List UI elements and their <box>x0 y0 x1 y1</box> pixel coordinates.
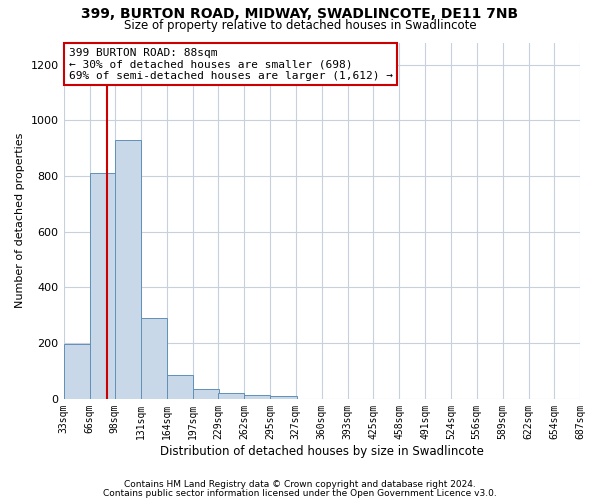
Bar <box>167 375 193 399</box>
Bar <box>64 344 89 399</box>
Bar <box>193 389 219 399</box>
X-axis label: Distribution of detached houses by size in Swadlincote: Distribution of detached houses by size … <box>160 444 484 458</box>
Text: Contains HM Land Registry data © Crown copyright and database right 2024.: Contains HM Land Registry data © Crown c… <box>124 480 476 489</box>
Y-axis label: Number of detached properties: Number of detached properties <box>15 133 25 308</box>
Text: 399, BURTON ROAD, MIDWAY, SWADLINCOTE, DE11 7NB: 399, BURTON ROAD, MIDWAY, SWADLINCOTE, D… <box>82 8 518 22</box>
Bar <box>271 396 296 399</box>
Bar <box>141 318 167 399</box>
Text: Size of property relative to detached houses in Swadlincote: Size of property relative to detached ho… <box>124 18 476 32</box>
Bar <box>115 140 141 399</box>
Text: 399 BURTON ROAD: 88sqm
← 30% of detached houses are smaller (698)
69% of semi-de: 399 BURTON ROAD: 88sqm ← 30% of detached… <box>69 48 393 81</box>
Text: Contains public sector information licensed under the Open Government Licence v3: Contains public sector information licen… <box>103 488 497 498</box>
Bar <box>218 394 244 399</box>
Bar <box>244 394 271 399</box>
Bar <box>89 173 116 399</box>
